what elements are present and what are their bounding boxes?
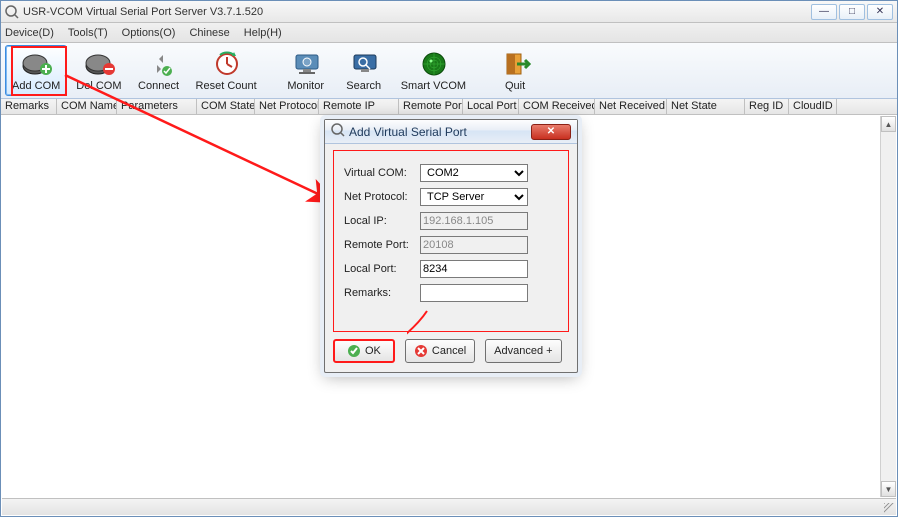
dialog-body: Virtual COM: COM2 Net Protocol: TCP Serv… (333, 150, 569, 332)
vertical-scrollbar[interactable]: ▲ ▼ (880, 116, 896, 497)
virtual-com-select[interactable]: COM2 (420, 164, 528, 182)
del-com-label: Del COM (76, 80, 121, 92)
connect-button[interactable]: Connect (131, 45, 187, 96)
dialog-close-button[interactable]: ✕ (531, 124, 571, 140)
column-header[interactable]: Net State (667, 99, 745, 114)
search-button[interactable]: Search (336, 45, 392, 96)
app-icon (5, 5, 19, 19)
local-port-label: Local Port: (344, 263, 414, 275)
menu-tools[interactable]: Tools(T) (68, 27, 108, 39)
column-header[interactable]: Remote Port (399, 99, 463, 114)
search-icon (348, 50, 380, 78)
column-header[interactable]: COM Received (519, 99, 595, 114)
column-header[interactable]: CloudID (789, 99, 837, 114)
quit-label: Quit (505, 80, 525, 92)
column-header[interactable]: Parameters (117, 99, 197, 114)
cancel-icon (414, 344, 428, 358)
main-window: USR-VCOM Virtual Serial Port Server V3.7… (0, 0, 898, 517)
maximize-button[interactable]: □ (839, 4, 865, 20)
ok-button[interactable]: OK (333, 339, 395, 363)
column-header[interactable]: Reg ID (745, 99, 789, 114)
menubar: Device(D) Tools(T) Options(O) Chinese He… (1, 23, 897, 43)
menu-chinese[interactable]: Chinese (189, 27, 229, 39)
column-header[interactable]: Net Protocol (255, 99, 319, 114)
smart-vcom-icon (417, 50, 449, 78)
toolbar-separator (266, 45, 276, 96)
column-header[interactable]: Remarks (1, 99, 57, 114)
del-com-icon (83, 50, 115, 78)
local-ip-label: Local IP: (344, 215, 414, 227)
connect-label: Connect (138, 80, 179, 92)
add-com-button[interactable]: Add COM (5, 45, 67, 96)
quit-icon (499, 50, 531, 78)
close-button[interactable]: ✕ (867, 4, 893, 20)
titlebar: USR-VCOM Virtual Serial Port Server V3.7… (1, 1, 897, 23)
monitor-button[interactable]: Monitor (278, 45, 334, 96)
add-com-label: Add COM (12, 80, 60, 92)
column-header[interactable]: Local Port (463, 99, 519, 114)
minimize-button[interactable]: — (811, 4, 837, 20)
cancel-button[interactable]: Cancel (405, 339, 475, 363)
column-header[interactable]: Remote IP (319, 99, 399, 114)
reset-count-button[interactable]: Reset Count (189, 45, 264, 96)
advanced-label: Advanced + (494, 345, 552, 357)
table-header: RemarksCOM NameParametersCOM StateNet Pr… (1, 99, 897, 115)
advanced-button[interactable]: Advanced + (485, 339, 561, 363)
del-com-button[interactable]: Del COM (69, 45, 128, 96)
remote-port-input (420, 236, 528, 254)
scroll-up-button[interactable]: ▲ (881, 116, 896, 132)
monitor-label: Monitor (287, 80, 324, 92)
ok-icon (347, 344, 361, 358)
menu-options[interactable]: Options(O) (122, 27, 176, 39)
column-header[interactable]: COM State (197, 99, 255, 114)
window-title: USR-VCOM Virtual Serial Port Server V3.7… (23, 6, 807, 18)
connect-icon (143, 50, 175, 78)
smart-vcom-label: Smart VCOM (401, 80, 466, 92)
column-header[interactable]: COM Name (57, 99, 117, 114)
reset-count-icon (210, 50, 242, 78)
remarks-input[interactable] (420, 284, 528, 302)
menu-help[interactable]: Help(H) (244, 27, 282, 39)
add-virtual-serial-port-dialog: Add Virtual Serial Port ✕ Virtual COM: C… (324, 119, 578, 373)
quit-button[interactable]: Quit (487, 45, 543, 96)
local-ip-input (420, 212, 528, 230)
search-label: Search (346, 80, 381, 92)
cancel-label: Cancel (432, 345, 466, 357)
menu-device[interactable]: Device(D) (5, 27, 54, 39)
monitor-icon (290, 50, 322, 78)
virtual-com-label: Virtual COM: (344, 167, 414, 179)
reset-count-label: Reset Count (196, 80, 257, 92)
ok-label: OK (365, 345, 381, 357)
add-com-icon (20, 50, 52, 78)
toolbar: Add COM Del COM Connect Reset Count Mon (1, 43, 897, 99)
dialog-titlebar: Add Virtual Serial Port ✕ (325, 120, 577, 144)
system-buttons: — □ ✕ (811, 4, 893, 20)
dialog-title: Add Virtual Serial Port (349, 125, 527, 139)
statusbar (2, 498, 896, 515)
column-header[interactable]: Net Received (595, 99, 667, 114)
remarks-label: Remarks: (344, 287, 414, 299)
scroll-down-button[interactable]: ▼ (881, 481, 896, 497)
smart-vcom-button[interactable]: Smart VCOM (394, 45, 473, 96)
net-protocol-select[interactable]: TCP Server (420, 188, 528, 206)
dialog-app-icon (331, 123, 345, 140)
local-port-input[interactable] (420, 260, 528, 278)
net-protocol-label: Net Protocol: (344, 191, 414, 203)
toolbar-separator (475, 45, 485, 96)
remote-port-label: Remote Port: (344, 239, 414, 251)
dialog-button-row: OK Cancel Advanced + (333, 338, 569, 364)
